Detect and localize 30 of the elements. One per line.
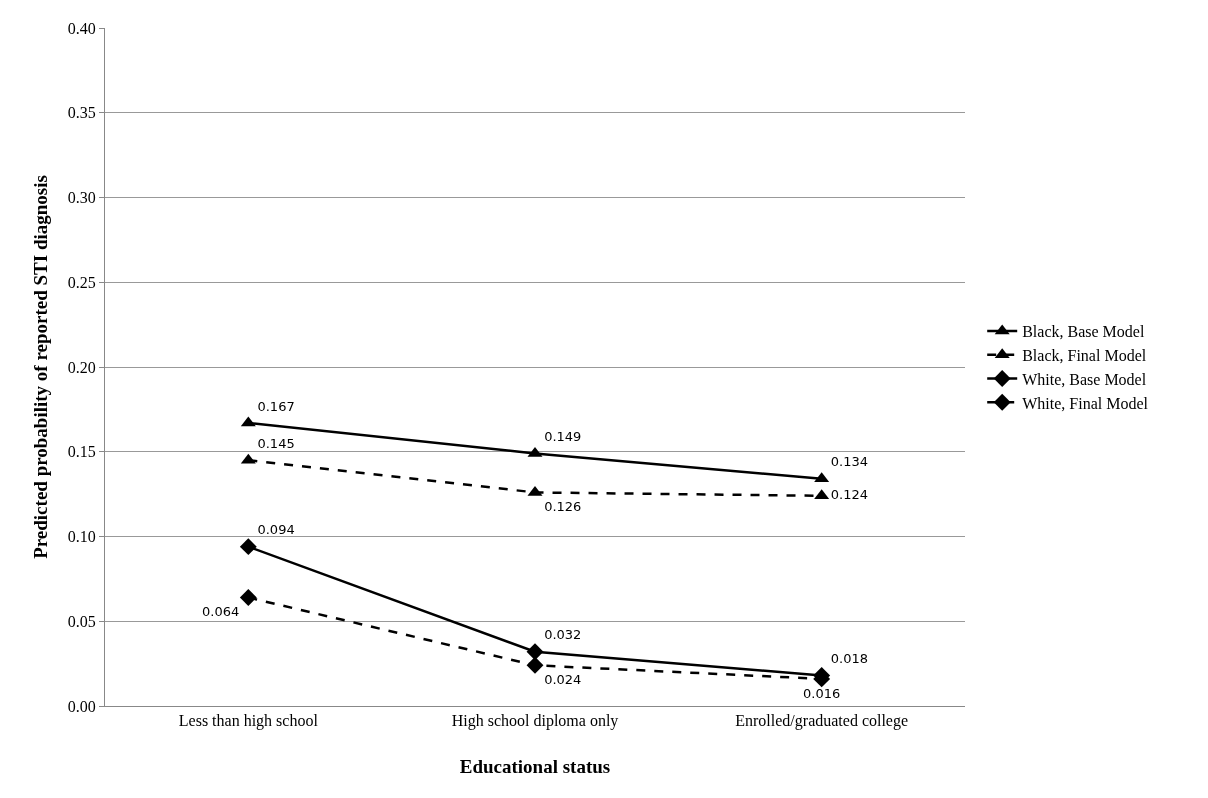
data-label: 0.124	[830, 487, 869, 503]
data-label: 0.145	[257, 435, 295, 451]
data-label: 0.016	[803, 685, 841, 701]
data-label: 0.149	[544, 429, 582, 445]
legend-label: Black, Final Model	[1022, 346, 1147, 364]
y-tick-label: 0.35	[67, 104, 96, 122]
y-tick-label: 0.10	[67, 528, 96, 546]
data-label: 0.134	[830, 454, 869, 470]
y-tick-label: 0.20	[67, 358, 96, 376]
x-tick-label: High school diploma only	[451, 712, 619, 731]
y-tick-label: 0.05	[67, 612, 96, 630]
legend-label: Black, Base Model	[1022, 323, 1145, 341]
data-label: 0.167	[257, 398, 295, 414]
legend-label: White, Final Model	[1022, 394, 1149, 412]
data-label: 0.024	[544, 672, 582, 688]
y-tick-label: 0.25	[67, 273, 96, 291]
x-tick-label: Less than high school	[178, 712, 319, 731]
data-label: 0.094	[257, 522, 295, 538]
data-label: 0.126	[544, 499, 582, 515]
y-tick-label: 0.00	[67, 697, 96, 715]
y-axis-title: Predicted probability of reported STI diagnosis	[29, 175, 51, 559]
y-tick-label: 0.30	[67, 189, 96, 207]
x-axis-title: Educational status	[459, 756, 611, 777]
x-tick-label: Enrolled/graduated college	[735, 712, 909, 731]
data-label: 0.018	[830, 651, 869, 667]
data-label: 0.032	[544, 627, 582, 643]
legend-label: White, Base Model	[1022, 370, 1147, 388]
y-tick-label: 0.15	[67, 443, 96, 461]
data-label: 0.064	[201, 604, 240, 620]
y-tick-label: 0.40	[67, 19, 96, 37]
